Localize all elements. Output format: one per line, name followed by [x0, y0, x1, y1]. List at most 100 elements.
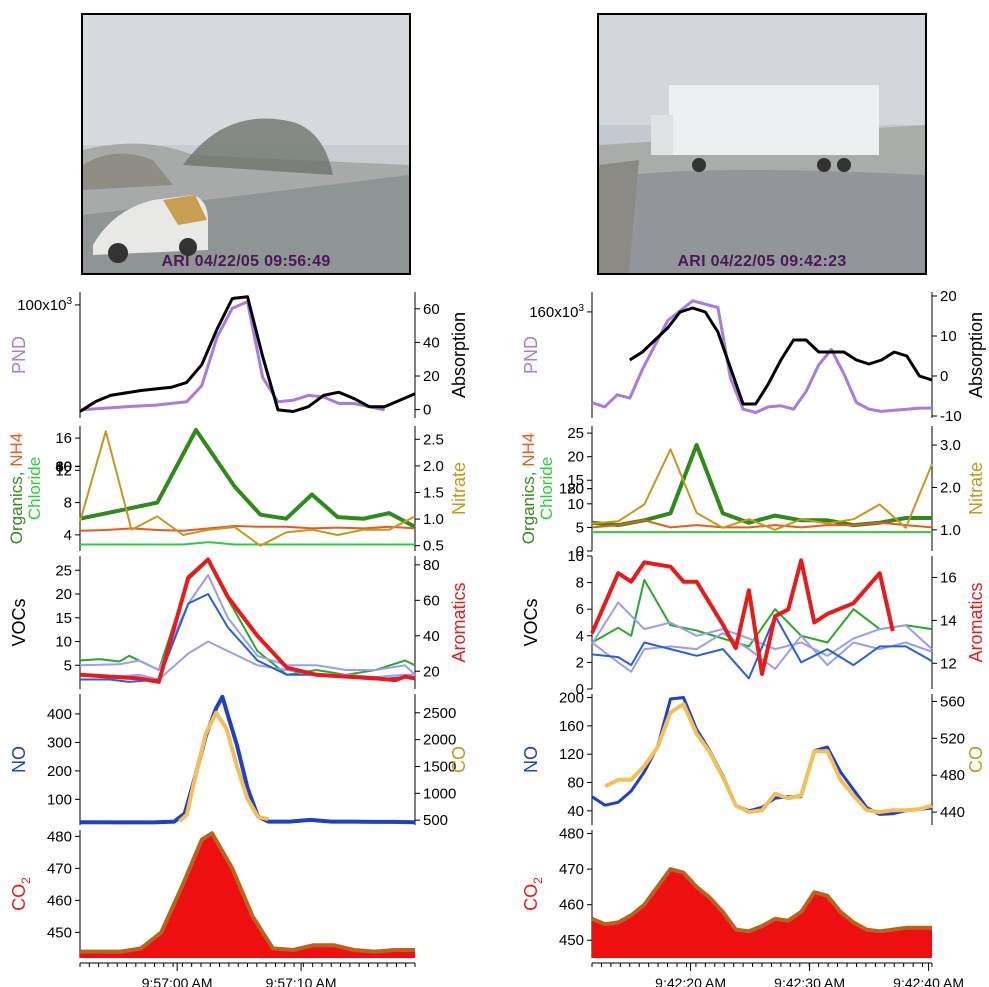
y-tick-label: 2500	[423, 705, 456, 722]
series-line-0	[591, 867, 932, 934]
series-line-0	[591, 299, 932, 414]
series-line-3	[591, 614, 933, 680]
y-tick-label: 14	[940, 612, 957, 629]
chart-panel-L-aer: 16 12 8 4 2.5 2.0 1.5 1.0 0.5	[55, 426, 444, 555]
y-tick-label: 25	[55, 562, 72, 579]
y-tick-base: 100x10	[17, 297, 66, 314]
y-tick-label: 4	[64, 527, 72, 544]
y-tick-label: 120	[559, 481, 584, 498]
y-tick-label: 4	[576, 628, 584, 645]
series-line-1	[591, 519, 933, 529]
x-tick-label: 9:42:30 AM	[774, 975, 845, 987]
y-tick-label: 470	[47, 860, 72, 877]
y-tick-label: 500	[423, 812, 448, 829]
axis-label-part: CO	[521, 884, 541, 911]
axis-label: Chloride	[25, 457, 44, 520]
y-tick-label: 3.0	[940, 437, 961, 454]
y-tick-label: 80	[567, 775, 584, 792]
axis-label: VOCs	[9, 598, 29, 646]
y-tick-label: 480	[940, 767, 965, 784]
axis-label: PND	[521, 336, 541, 374]
y-tick-label: 10	[567, 548, 584, 565]
series-line-4	[79, 557, 416, 684]
y-tick-label: 100	[47, 791, 72, 808]
axis-label-part: Organics,	[7, 467, 26, 544]
y-tick-label: 20	[423, 368, 440, 385]
y-tick-label: 480	[47, 828, 72, 845]
chart-panel-L-co2: 480 470 460 450 CO2	[9, 828, 415, 958]
series-line-3	[80, 593, 416, 683]
y-tick-label: 80	[55, 458, 72, 475]
y-tick-label: 20	[55, 586, 72, 603]
y-tick-label: 60	[55, 458, 72, 475]
photo-truck: ARI 04/22/05 09:42:23	[597, 13, 927, 275]
y-tick-label: 5	[64, 657, 72, 674]
y-tick-label: 60	[423, 301, 440, 318]
axis-label: Absorption	[449, 312, 469, 398]
series-line-3	[79, 430, 416, 547]
y-tick-label: 20	[567, 449, 584, 466]
area-fill	[592, 869, 932, 958]
y-tick-label: 1.5	[423, 484, 444, 501]
axis-label: Organics, NH4	[519, 433, 538, 545]
y-tick-label: 40	[423, 628, 440, 645]
axis-label-part: Organics,	[519, 467, 538, 544]
y-tick-label: 0	[576, 681, 584, 698]
series-line-0	[79, 428, 416, 529]
y-tick-label: 400	[47, 706, 72, 723]
y-tick-sup: 3	[66, 296, 72, 307]
series-line-1	[628, 306, 933, 406]
y-tick-label: 200	[47, 763, 72, 780]
series-line-3	[591, 448, 933, 531]
series-line-1	[79, 574, 416, 676]
axis-label: PND	[9, 336, 29, 374]
y-tick-label: 20	[940, 288, 957, 305]
series-line-1	[79, 295, 416, 413]
y-tick-label: 2.0	[940, 479, 961, 496]
y-tick-label: 200	[559, 690, 584, 707]
photo-taxi-scene	[83, 15, 409, 273]
y-tick-label: 10	[55, 634, 72, 651]
x-axis-right: 9:42:20 AM 9:42:30 AM 9:42:40 AM	[591, 962, 964, 987]
axis-label: CO	[966, 746, 986, 773]
y-tick-label: 2.0	[423, 458, 444, 475]
y-tick-label: 16	[940, 569, 957, 586]
series-line-0	[80, 831, 415, 954]
y-tick-label: 8	[576, 575, 584, 592]
photo-timestamp: ARI 04/22/05 09:56:49	[161, 253, 331, 270]
y-tick-label: 450	[559, 932, 584, 949]
y-tick-label: 12	[55, 462, 72, 479]
chart-panel-R-co2: 480 470 460 450 CO2	[521, 826, 932, 958]
axis-label-sub: 2	[531, 877, 545, 884]
y-tick-label: 520	[940, 730, 965, 747]
series-line-1	[604, 702, 933, 815]
axis-label: Absorption	[966, 312, 986, 398]
y-tick-label: 1000	[423, 785, 456, 802]
photo-truck-scene	[599, 15, 925, 273]
y-tick-label: 80	[423, 557, 440, 574]
axis-label: Aromatics	[449, 582, 469, 662]
y-tick-label: 1.0	[940, 522, 961, 539]
y-tick-label: 120	[559, 746, 584, 763]
y-tick-label: 60	[423, 592, 440, 609]
series-line-2	[79, 640, 415, 681]
y-tick-label: 440	[940, 804, 965, 821]
chart-panel-R-voc: 10 8 6 4 2 0 16 14 12	[567, 548, 956, 698]
y-tick-label: 0	[940, 368, 948, 385]
x-tick-label: 9:42:40 AM	[893, 975, 964, 987]
axis-label: Nitrate	[966, 462, 986, 515]
y-tick-label: 80	[567, 481, 584, 498]
y-tick-label: 1.0	[423, 511, 444, 528]
y-tick-label: 25	[567, 425, 584, 442]
y-tick-label: 6	[576, 601, 584, 618]
axis-label-sub: 2	[19, 877, 33, 884]
series-line-0	[79, 559, 416, 676]
series-line-0	[591, 578, 933, 648]
series-line-2	[80, 541, 415, 546]
y-tick-label: 5	[576, 519, 584, 536]
y-tick-label: 480	[559, 826, 584, 843]
axis-label-part: NH4	[519, 433, 538, 467]
